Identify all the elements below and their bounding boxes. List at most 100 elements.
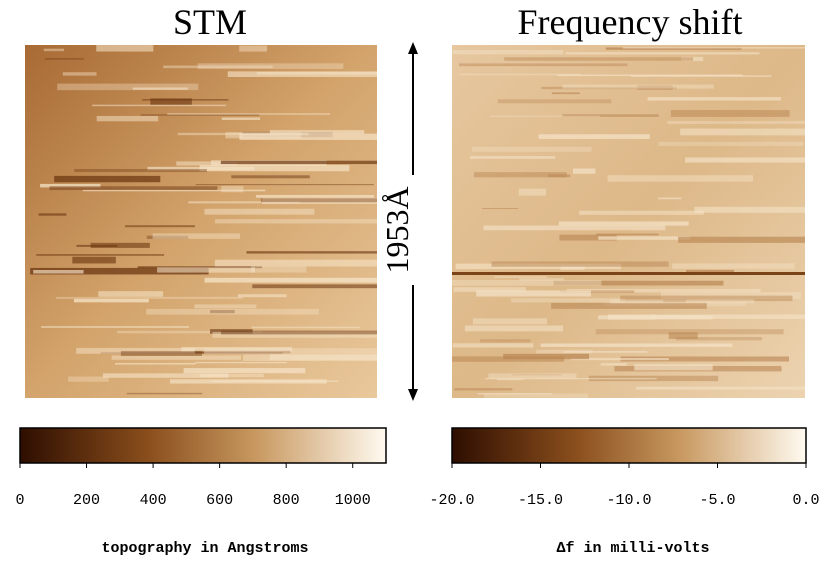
texture <box>667 120 805 125</box>
texture <box>214 259 377 267</box>
texture <box>237 294 287 298</box>
texture <box>504 57 694 61</box>
texture <box>452 356 565 362</box>
texture <box>454 388 513 391</box>
texture <box>137 266 262 269</box>
tick-label: 600 <box>206 492 233 509</box>
texture <box>634 364 713 371</box>
texture <box>651 314 805 319</box>
texture <box>72 256 116 264</box>
texture <box>459 73 582 76</box>
texture <box>483 225 666 231</box>
texture <box>255 194 375 198</box>
texture <box>480 339 531 343</box>
texture <box>62 72 97 76</box>
texture <box>668 332 698 339</box>
texture <box>167 113 331 115</box>
texture <box>473 172 567 178</box>
texture <box>188 201 301 204</box>
texture <box>598 315 713 320</box>
texture <box>473 318 548 325</box>
texture <box>565 52 760 55</box>
texture <box>54 175 161 183</box>
texture <box>30 267 209 275</box>
texture <box>57 83 199 91</box>
texture <box>685 157 805 163</box>
texture <box>548 174 571 178</box>
texture <box>685 269 735 273</box>
texture <box>102 373 229 378</box>
texture <box>600 363 627 366</box>
texture <box>559 290 635 294</box>
tick-label: 400 <box>140 492 167 509</box>
texture <box>657 197 682 200</box>
texture <box>38 213 67 216</box>
texture <box>212 331 377 338</box>
texture <box>596 233 659 236</box>
texture <box>464 325 564 332</box>
tick-label: 1000 <box>335 492 371 509</box>
texture <box>518 188 547 196</box>
texture <box>41 325 190 328</box>
texture <box>497 99 612 104</box>
texture <box>210 329 253 334</box>
texture <box>490 115 601 117</box>
tick-label: 800 <box>273 492 300 509</box>
texture <box>572 168 596 174</box>
texture <box>96 45 154 52</box>
texture <box>256 71 377 75</box>
texture <box>570 358 669 361</box>
texture <box>455 263 622 270</box>
texture <box>221 117 261 120</box>
texture <box>488 373 577 379</box>
texture <box>252 284 377 289</box>
texture <box>157 267 256 273</box>
texture <box>562 114 659 117</box>
texture <box>74 168 207 173</box>
texture <box>670 110 790 117</box>
texture <box>40 183 101 188</box>
texture <box>183 368 306 374</box>
texture <box>150 98 192 105</box>
texture <box>269 354 377 361</box>
tick-label: -15.0 <box>518 492 563 509</box>
texture <box>579 210 704 215</box>
texture <box>660 292 801 300</box>
texture <box>541 86 677 90</box>
texture <box>204 348 377 354</box>
texture <box>680 128 805 136</box>
texture <box>637 85 673 90</box>
texture <box>246 251 377 254</box>
texture <box>90 242 150 248</box>
tick-label: 0.0 <box>792 492 819 509</box>
texture <box>146 235 189 240</box>
texture <box>49 186 218 191</box>
texture <box>33 269 84 274</box>
texture <box>195 361 287 364</box>
texture <box>181 347 293 352</box>
texture <box>199 164 350 172</box>
texture <box>68 376 109 382</box>
texture <box>491 261 669 267</box>
texture <box>595 329 784 335</box>
texture <box>199 373 264 378</box>
texture <box>132 87 188 90</box>
tick-label: -10.0 <box>606 492 651 509</box>
texture <box>605 47 742 50</box>
scale-label: 1953Å <box>379 186 415 273</box>
texture <box>76 347 196 354</box>
texture <box>558 221 689 226</box>
texture <box>221 330 377 335</box>
texture <box>452 343 534 348</box>
texture <box>483 393 589 398</box>
texture <box>452 50 564 55</box>
texture <box>635 386 805 390</box>
texture <box>195 184 374 186</box>
texture <box>73 298 149 303</box>
texture <box>458 63 628 67</box>
texture <box>678 236 805 243</box>
texture <box>620 356 789 362</box>
texture <box>126 392 203 395</box>
texture <box>227 71 377 77</box>
